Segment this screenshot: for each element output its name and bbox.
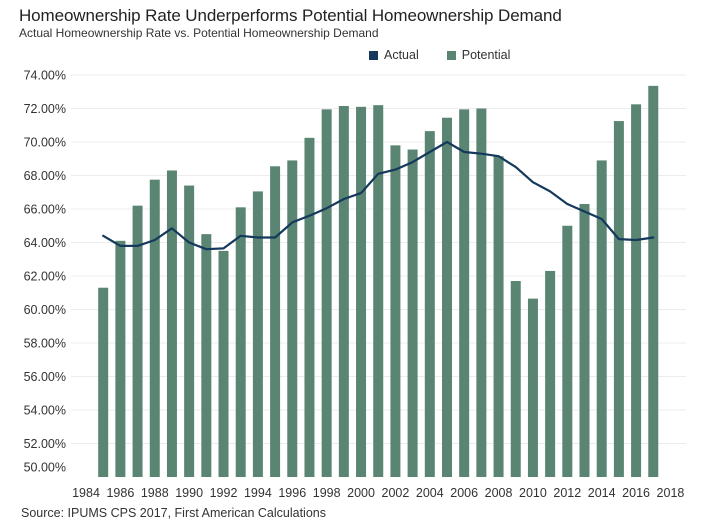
x-tick-label: 2012 [553, 486, 581, 500]
x-tick-label: 1996 [278, 486, 306, 500]
y-tick-label: 50.00% [24, 461, 66, 475]
legend-swatch-potential [446, 50, 456, 60]
legend-label-actual: Actual [384, 48, 419, 62]
bar-potential-2009[interactable] [510, 281, 521, 477]
bar-potential-1989[interactable] [166, 170, 177, 477]
y-tick-label: 64.00% [24, 236, 66, 250]
bar-potential-2015[interactable] [613, 121, 624, 477]
x-tick-label: 1990 [175, 486, 203, 500]
y-axis: 50.00% 52.00% 54.00% 56.00% 58.00% 60.00% 62.0… [24, 69, 66, 475]
x-tick-label: 1992 [210, 486, 238, 500]
bar-potential-1995[interactable] [270, 166, 281, 477]
legend-label-potential: Potential [461, 48, 511, 62]
x-tick-label: 2016 [622, 486, 650, 500]
bar-potential-1987[interactable] [132, 205, 143, 477]
bar-potential-2000[interactable] [356, 106, 367, 477]
bar-potential-1994[interactable] [252, 191, 263, 477]
x-tick-label: 2010 [519, 486, 547, 500]
legend-item-actual[interactable]: Actual [369, 48, 419, 62]
x-tick-label: 1986 [106, 486, 134, 500]
bar-potential-2017[interactable] [648, 85, 659, 477]
y-tick-label: 66.00% [24, 203, 66, 217]
bar-potential-2003[interactable] [407, 149, 418, 477]
actual-line [102, 140, 655, 251]
bar-potential-2012[interactable] [562, 225, 573, 477]
bar-potential-1985[interactable] [98, 287, 109, 477]
legend: Actual Potential [369, 48, 538, 62]
x-tick-label: 2008 [485, 486, 513, 500]
bar-potential-2007[interactable] [476, 108, 487, 478]
y-tick-label: 62.00% [24, 270, 66, 284]
bar-potential-2008[interactable] [493, 156, 504, 478]
bar-potential-1999[interactable] [338, 105, 349, 478]
bar-potential-2011[interactable] [545, 270, 556, 477]
bar-potential-1991[interactable] [201, 234, 212, 477]
bar-potential-1998[interactable] [321, 109, 332, 478]
y-tick-label: 72.00% [24, 102, 66, 116]
bar-potential-1988[interactable] [149, 179, 160, 477]
bar-potential-2006[interactable] [459, 109, 470, 478]
y-tick-label: 60.00% [24, 303, 66, 317]
bar-potential-1992[interactable] [218, 250, 229, 477]
y-tick-label: 52.00% [24, 437, 66, 451]
x-axis: 1984 1986 1988 1990 1992 1994 1996 1998 2000 2002… [72, 486, 684, 500]
potential-bars [98, 85, 659, 478]
y-tick-label: 58.00% [24, 337, 66, 351]
bar-potential-2001[interactable] [373, 105, 384, 478]
y-tick-label: 70.00% [24, 136, 66, 150]
x-tick-label: 1998 [313, 486, 341, 500]
bar-potential-2014[interactable] [596, 160, 607, 478]
bar-potential-1990[interactable] [184, 185, 195, 478]
x-tick-label: 2014 [588, 486, 616, 500]
bar-potential-2010[interactable] [527, 298, 538, 477]
x-tick-label: 2004 [416, 486, 444, 500]
x-tick-label: 2000 [347, 486, 375, 500]
bar-potential-2004[interactable] [424, 131, 435, 478]
x-tick-label: 2018 [657, 486, 685, 500]
bar-potential-1997[interactable] [304, 137, 315, 477]
bar-potential-2016[interactable] [631, 104, 642, 477]
chart-title: Homeownership Rate Underperforms Potenti… [19, 6, 562, 25]
x-tick-label: 1988 [141, 486, 169, 500]
line-actual[interactable] [102, 140, 655, 251]
legend-item-potential[interactable]: Potential [446, 48, 511, 62]
bar-potential-1996[interactable] [287, 160, 298, 478]
source-note: Source: IPUMS CPS 2017, First American C… [21, 506, 326, 520]
bar-potential-1993[interactable] [235, 207, 246, 477]
x-tick-label: 2006 [450, 486, 478, 500]
y-tick-label: 54.00% [24, 404, 66, 418]
x-tick-label: 1984 [72, 486, 100, 500]
x-tick-label: 2002 [382, 486, 410, 500]
y-tick-label: 68.00% [24, 169, 66, 183]
bar-potential-1986[interactable] [115, 240, 126, 477]
x-tick-label: 1994 [244, 486, 272, 500]
chart-subtitle: Actual Homeownership Rate vs. Potential … [19, 26, 379, 40]
y-tick-label: 56.00% [24, 370, 66, 384]
bar-potential-2013[interactable] [579, 203, 590, 477]
bar-potential-2002[interactable] [390, 145, 401, 477]
y-tick-label: 74.00% [24, 69, 66, 83]
legend-swatch-actual [369, 50, 378, 60]
bar-potential-2005[interactable] [441, 117, 452, 478]
